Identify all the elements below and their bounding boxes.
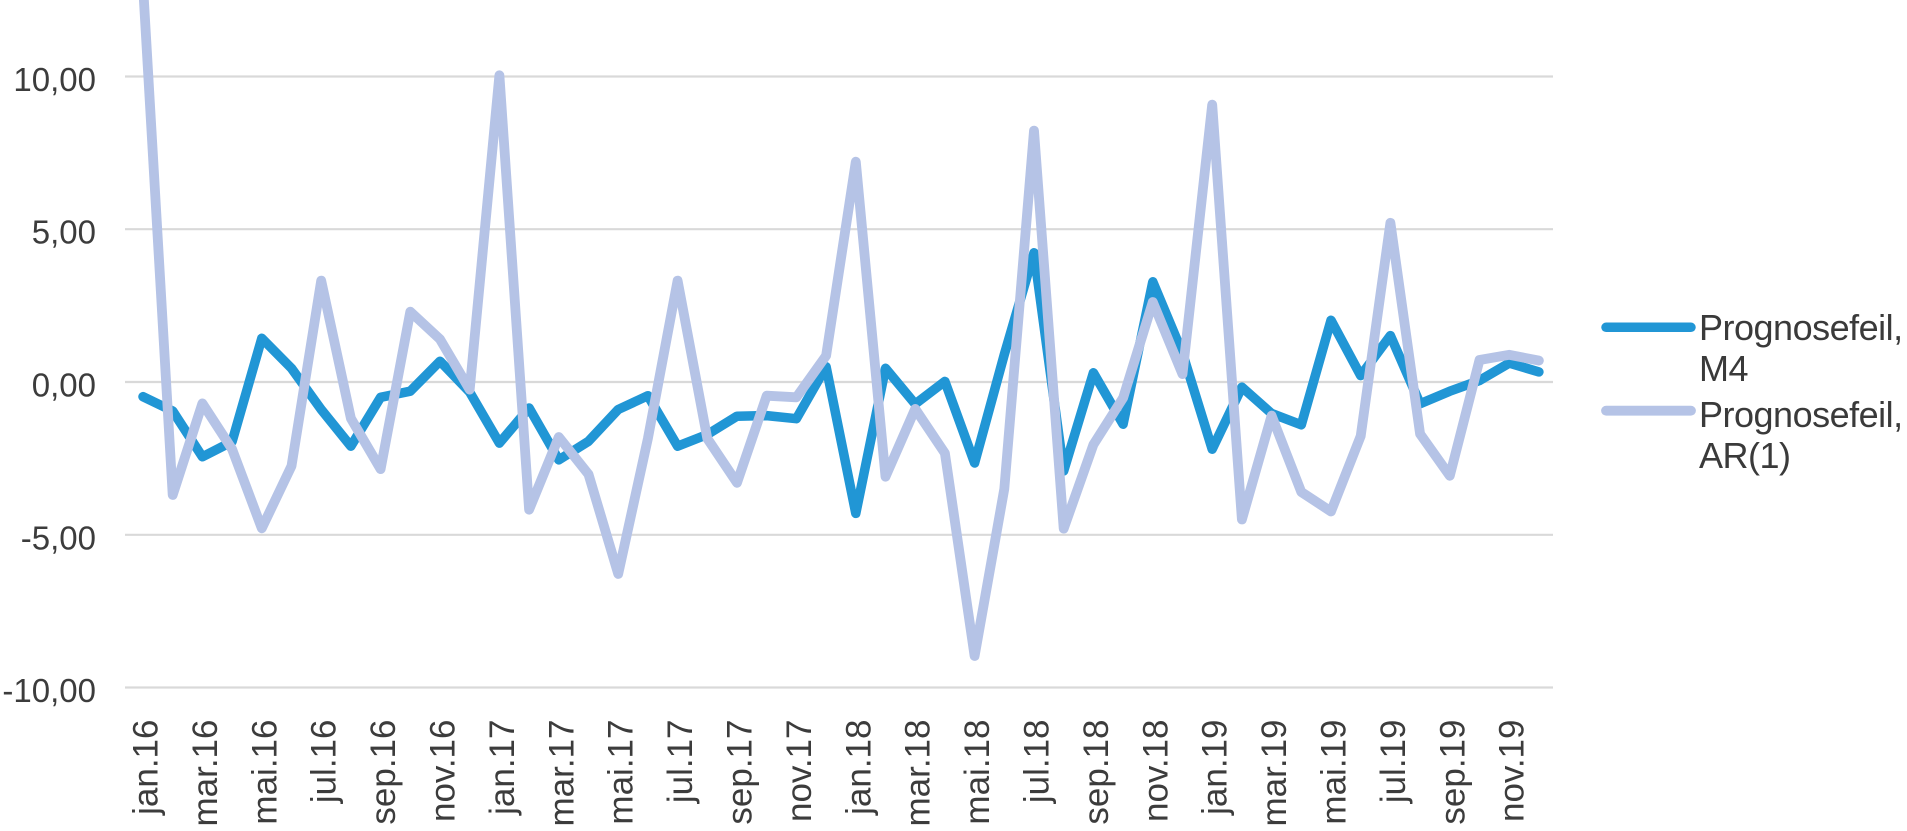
svg-text:mar.19: mar.19 [1255,720,1294,827]
svg-text:jul.17: jul.17 [661,720,700,805]
svg-text:nov.19: nov.19 [1493,720,1532,823]
svg-text:jul.16: jul.16 [305,720,344,805]
svg-text:mai.17: mai.17 [602,720,641,825]
svg-text:Prognosefeil,: Prognosefeil, [1699,394,1903,435]
svg-text:jan.18: jan.18 [839,720,878,816]
svg-text:AR(1): AR(1) [1699,435,1791,476]
svg-text:jul.18: jul.18 [1018,720,1057,805]
svg-text:mar.16: mar.16 [186,720,225,827]
svg-text:M4: M4 [1699,348,1748,389]
svg-text:10,00: 10,00 [13,61,96,98]
svg-text:jan.17: jan.17 [483,720,522,816]
svg-text:0,00: 0,00 [32,367,96,404]
svg-text:mar.18: mar.18 [899,719,938,826]
svg-text:-5,00: -5,00 [21,519,96,556]
svg-text:mar.17: mar.17 [542,720,581,827]
svg-text:-10,00: -10,00 [2,672,96,709]
svg-text:Prognosefeil,: Prognosefeil, [1699,307,1903,348]
svg-text:sep.16: sep.16 [364,720,403,825]
svg-text:sep.18: sep.18 [1077,720,1116,825]
svg-text:mai.19: mai.19 [1315,720,1354,825]
svg-text:mai.16: mai.16 [245,720,284,825]
svg-text:5,00: 5,00 [32,214,96,251]
svg-text:nov.17: nov.17 [780,720,819,823]
svg-text:nov.18: nov.18 [1136,720,1175,823]
svg-text:jul.19: jul.19 [1374,720,1413,805]
svg-text:sep.19: sep.19 [1433,720,1472,825]
svg-text:jan.16: jan.16 [127,720,166,816]
svg-text:mai.18: mai.18 [958,720,997,825]
svg-text:sep.17: sep.17 [721,720,760,825]
svg-text:jan.19: jan.19 [1196,720,1235,816]
svg-text:nov.16: nov.16 [424,720,463,823]
